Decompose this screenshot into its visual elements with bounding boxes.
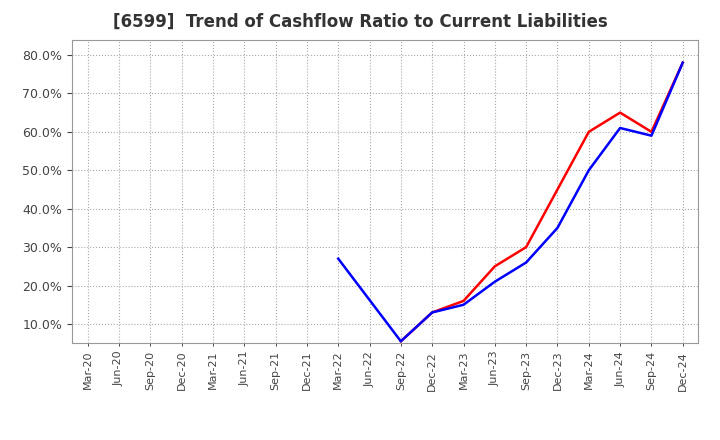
Operating CF to Current Liabilities <box>553 187 562 192</box>
Free CF to Current Liabilities <box>553 225 562 231</box>
Operating CF to Current Liabilities <box>490 264 499 269</box>
Operating CF to Current Liabilities <box>616 110 624 115</box>
Operating CF to Current Liabilities <box>647 129 656 135</box>
Operating CF to Current Liabilities <box>678 60 687 65</box>
Free CF to Current Liabilities <box>397 339 405 344</box>
Line: Operating CF to Current Liabilities: Operating CF to Current Liabilities <box>401 62 683 341</box>
Operating CF to Current Liabilities <box>459 298 468 304</box>
Free CF to Current Liabilities <box>585 168 593 173</box>
Free CF to Current Liabilities <box>490 279 499 284</box>
Free CF to Current Liabilities <box>522 260 531 265</box>
Free CF to Current Liabilities <box>334 256 343 261</box>
Free CF to Current Liabilities <box>428 310 436 315</box>
Operating CF to Current Liabilities <box>585 129 593 135</box>
Text: [6599]  Trend of Cashflow Ratio to Current Liabilities: [6599] Trend of Cashflow Ratio to Curren… <box>112 13 608 31</box>
Line: Free CF to Current Liabilities: Free CF to Current Liabilities <box>338 62 683 341</box>
Operating CF to Current Liabilities <box>522 245 531 250</box>
Operating CF to Current Liabilities <box>397 339 405 344</box>
Free CF to Current Liabilities <box>678 60 687 65</box>
Free CF to Current Liabilities <box>459 302 468 308</box>
Operating CF to Current Liabilities <box>428 310 436 315</box>
Free CF to Current Liabilities <box>616 125 624 131</box>
Free CF to Current Liabilities <box>647 133 656 138</box>
